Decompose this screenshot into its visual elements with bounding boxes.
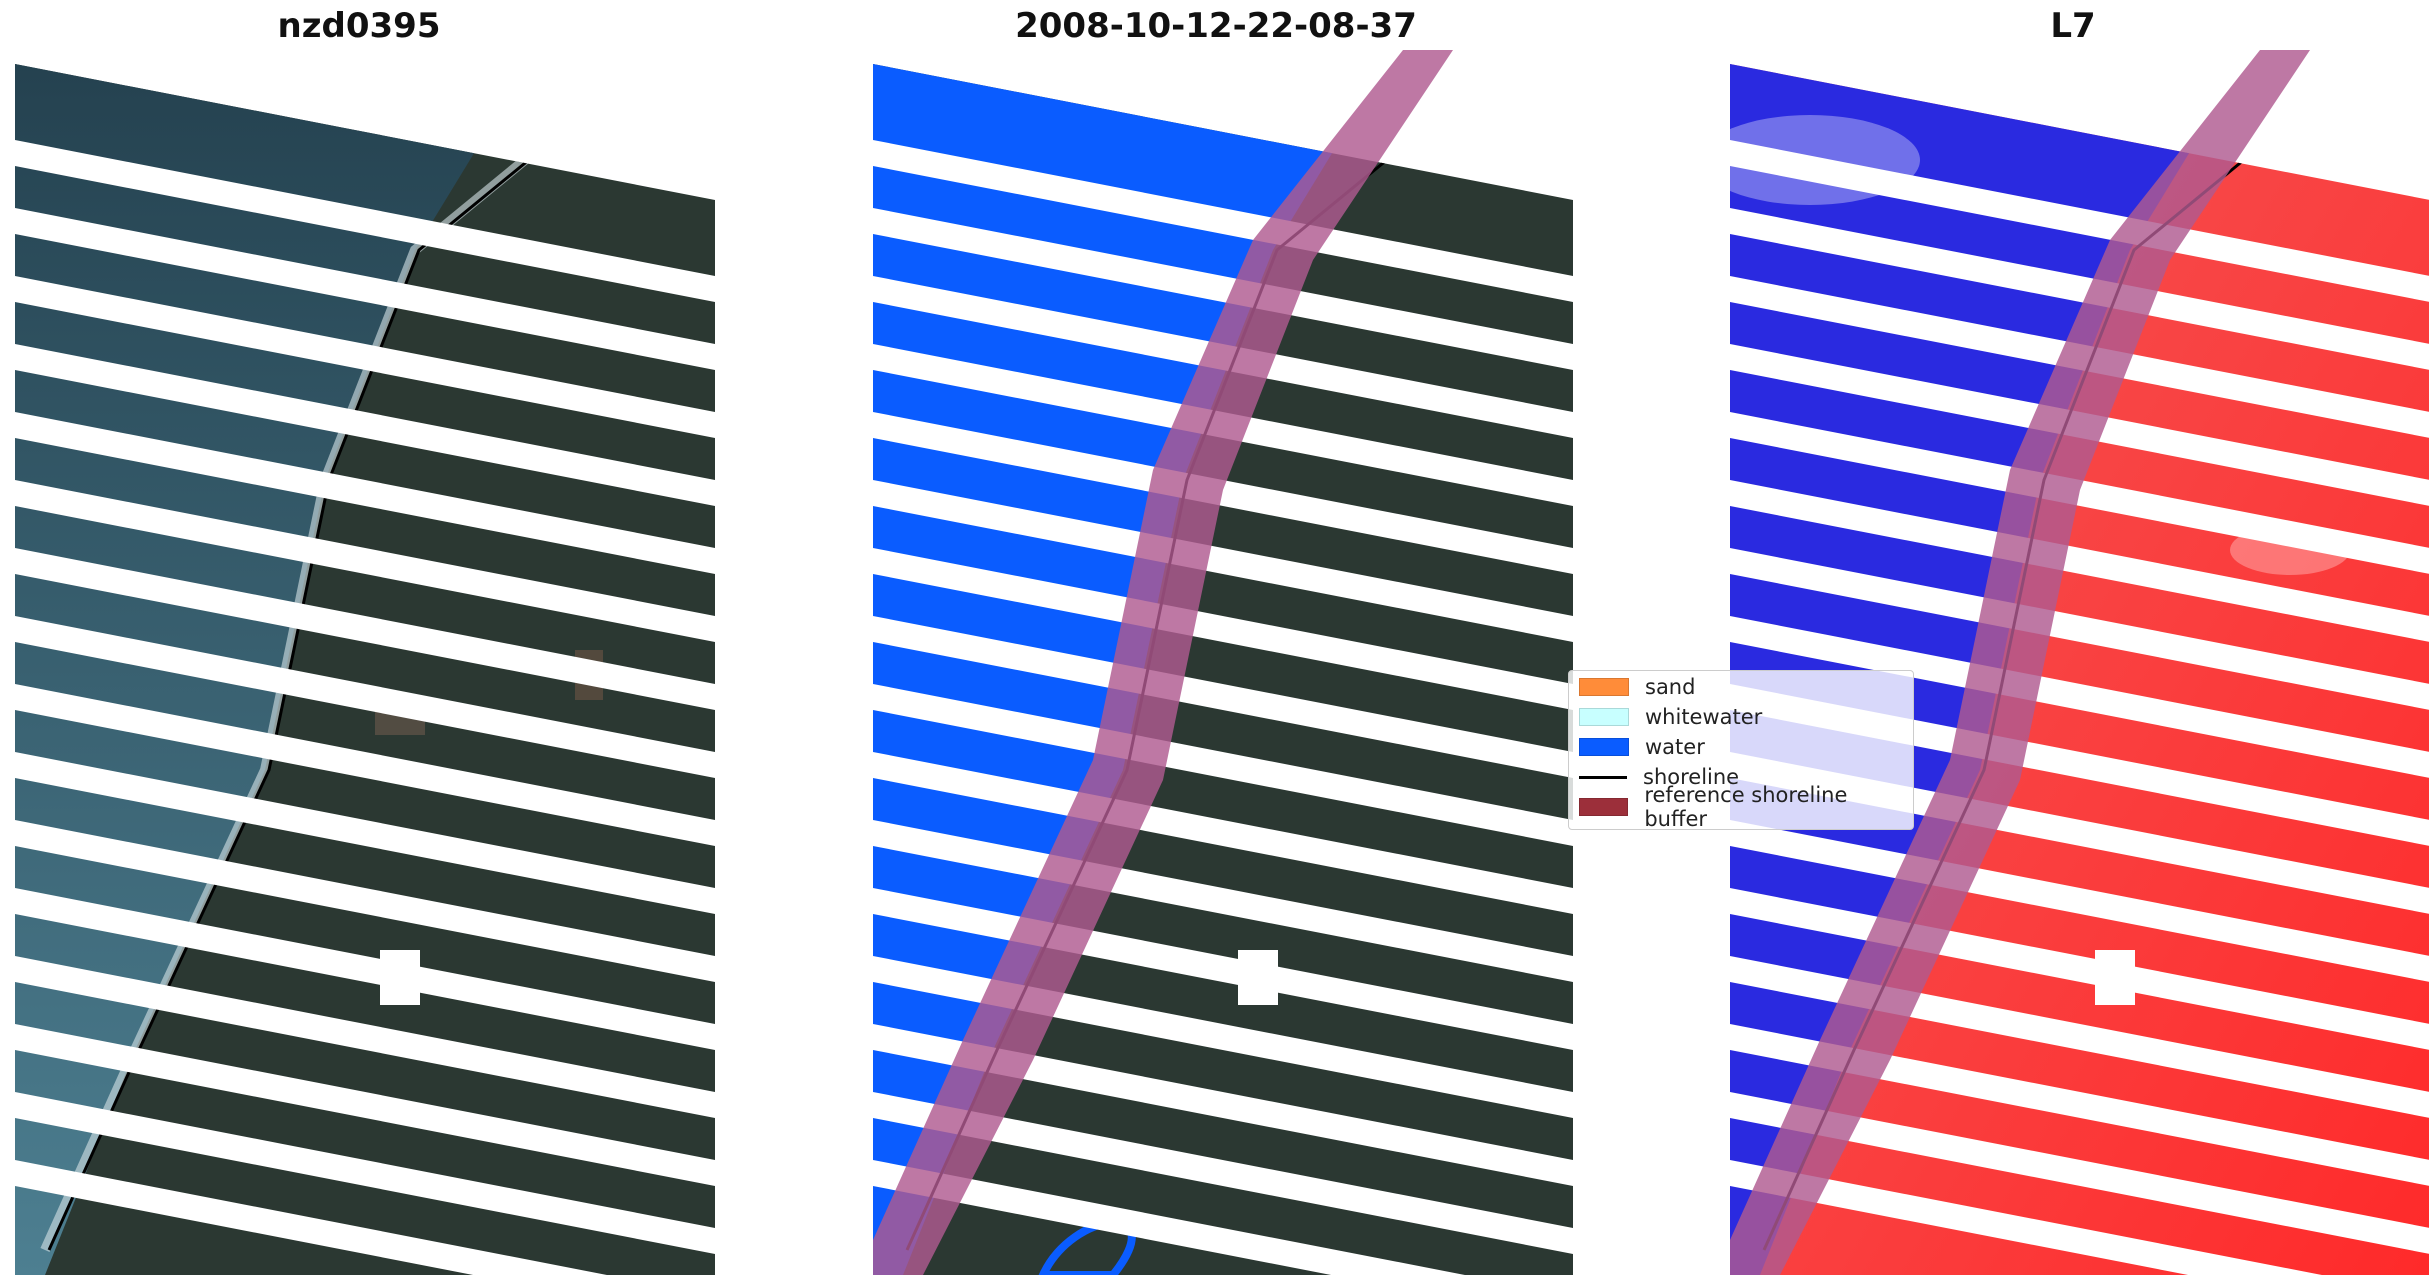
classified-image	[873, 50, 1573, 1275]
reference-shoreline-buffer	[873, 50, 1453, 1275]
reference-shoreline-buffer-index	[1730, 50, 2310, 1275]
legend-item-buffer: reference shoreline buffer	[1579, 783, 1913, 831]
classified-image-panel	[873, 50, 1573, 1275]
buffer-swatch	[1579, 798, 1629, 816]
legend-item-shoreline: shoreline	[1579, 763, 1739, 791]
index-image-panel	[1730, 50, 2429, 1275]
scan-line-gaps	[15, 140, 715, 1275]
index-image	[1730, 50, 2429, 1275]
legend-item-water: water	[1579, 733, 1705, 761]
panel-title-index: L7	[2050, 6, 2096, 46]
legend-label: sand	[1645, 675, 1696, 699]
panel-title-date: 2008-10-12-22-08-37	[1015, 6, 1417, 46]
legend-label: shoreline	[1643, 765, 1740, 789]
water-swatch	[1579, 738, 1629, 756]
legend: sand whitewater water shoreline referenc…	[1568, 670, 1914, 831]
panel-title-rgb: nzd0395	[277, 6, 441, 46]
legend-label: whitewater	[1645, 705, 1763, 729]
legend-label: reference shoreline buffer	[1644, 783, 1848, 831]
legend-item-whitewater: whitewater	[1579, 703, 1762, 731]
rgb-image-panel	[15, 50, 715, 1275]
whitewater-swatch	[1579, 708, 1629, 726]
rgb-image	[15, 64, 715, 1275]
sand-swatch	[1579, 678, 1629, 696]
legend-item-sand: sand	[1579, 673, 1695, 701]
legend-label: water	[1645, 735, 1705, 759]
shoreline-line-icon	[1579, 775, 1627, 779]
